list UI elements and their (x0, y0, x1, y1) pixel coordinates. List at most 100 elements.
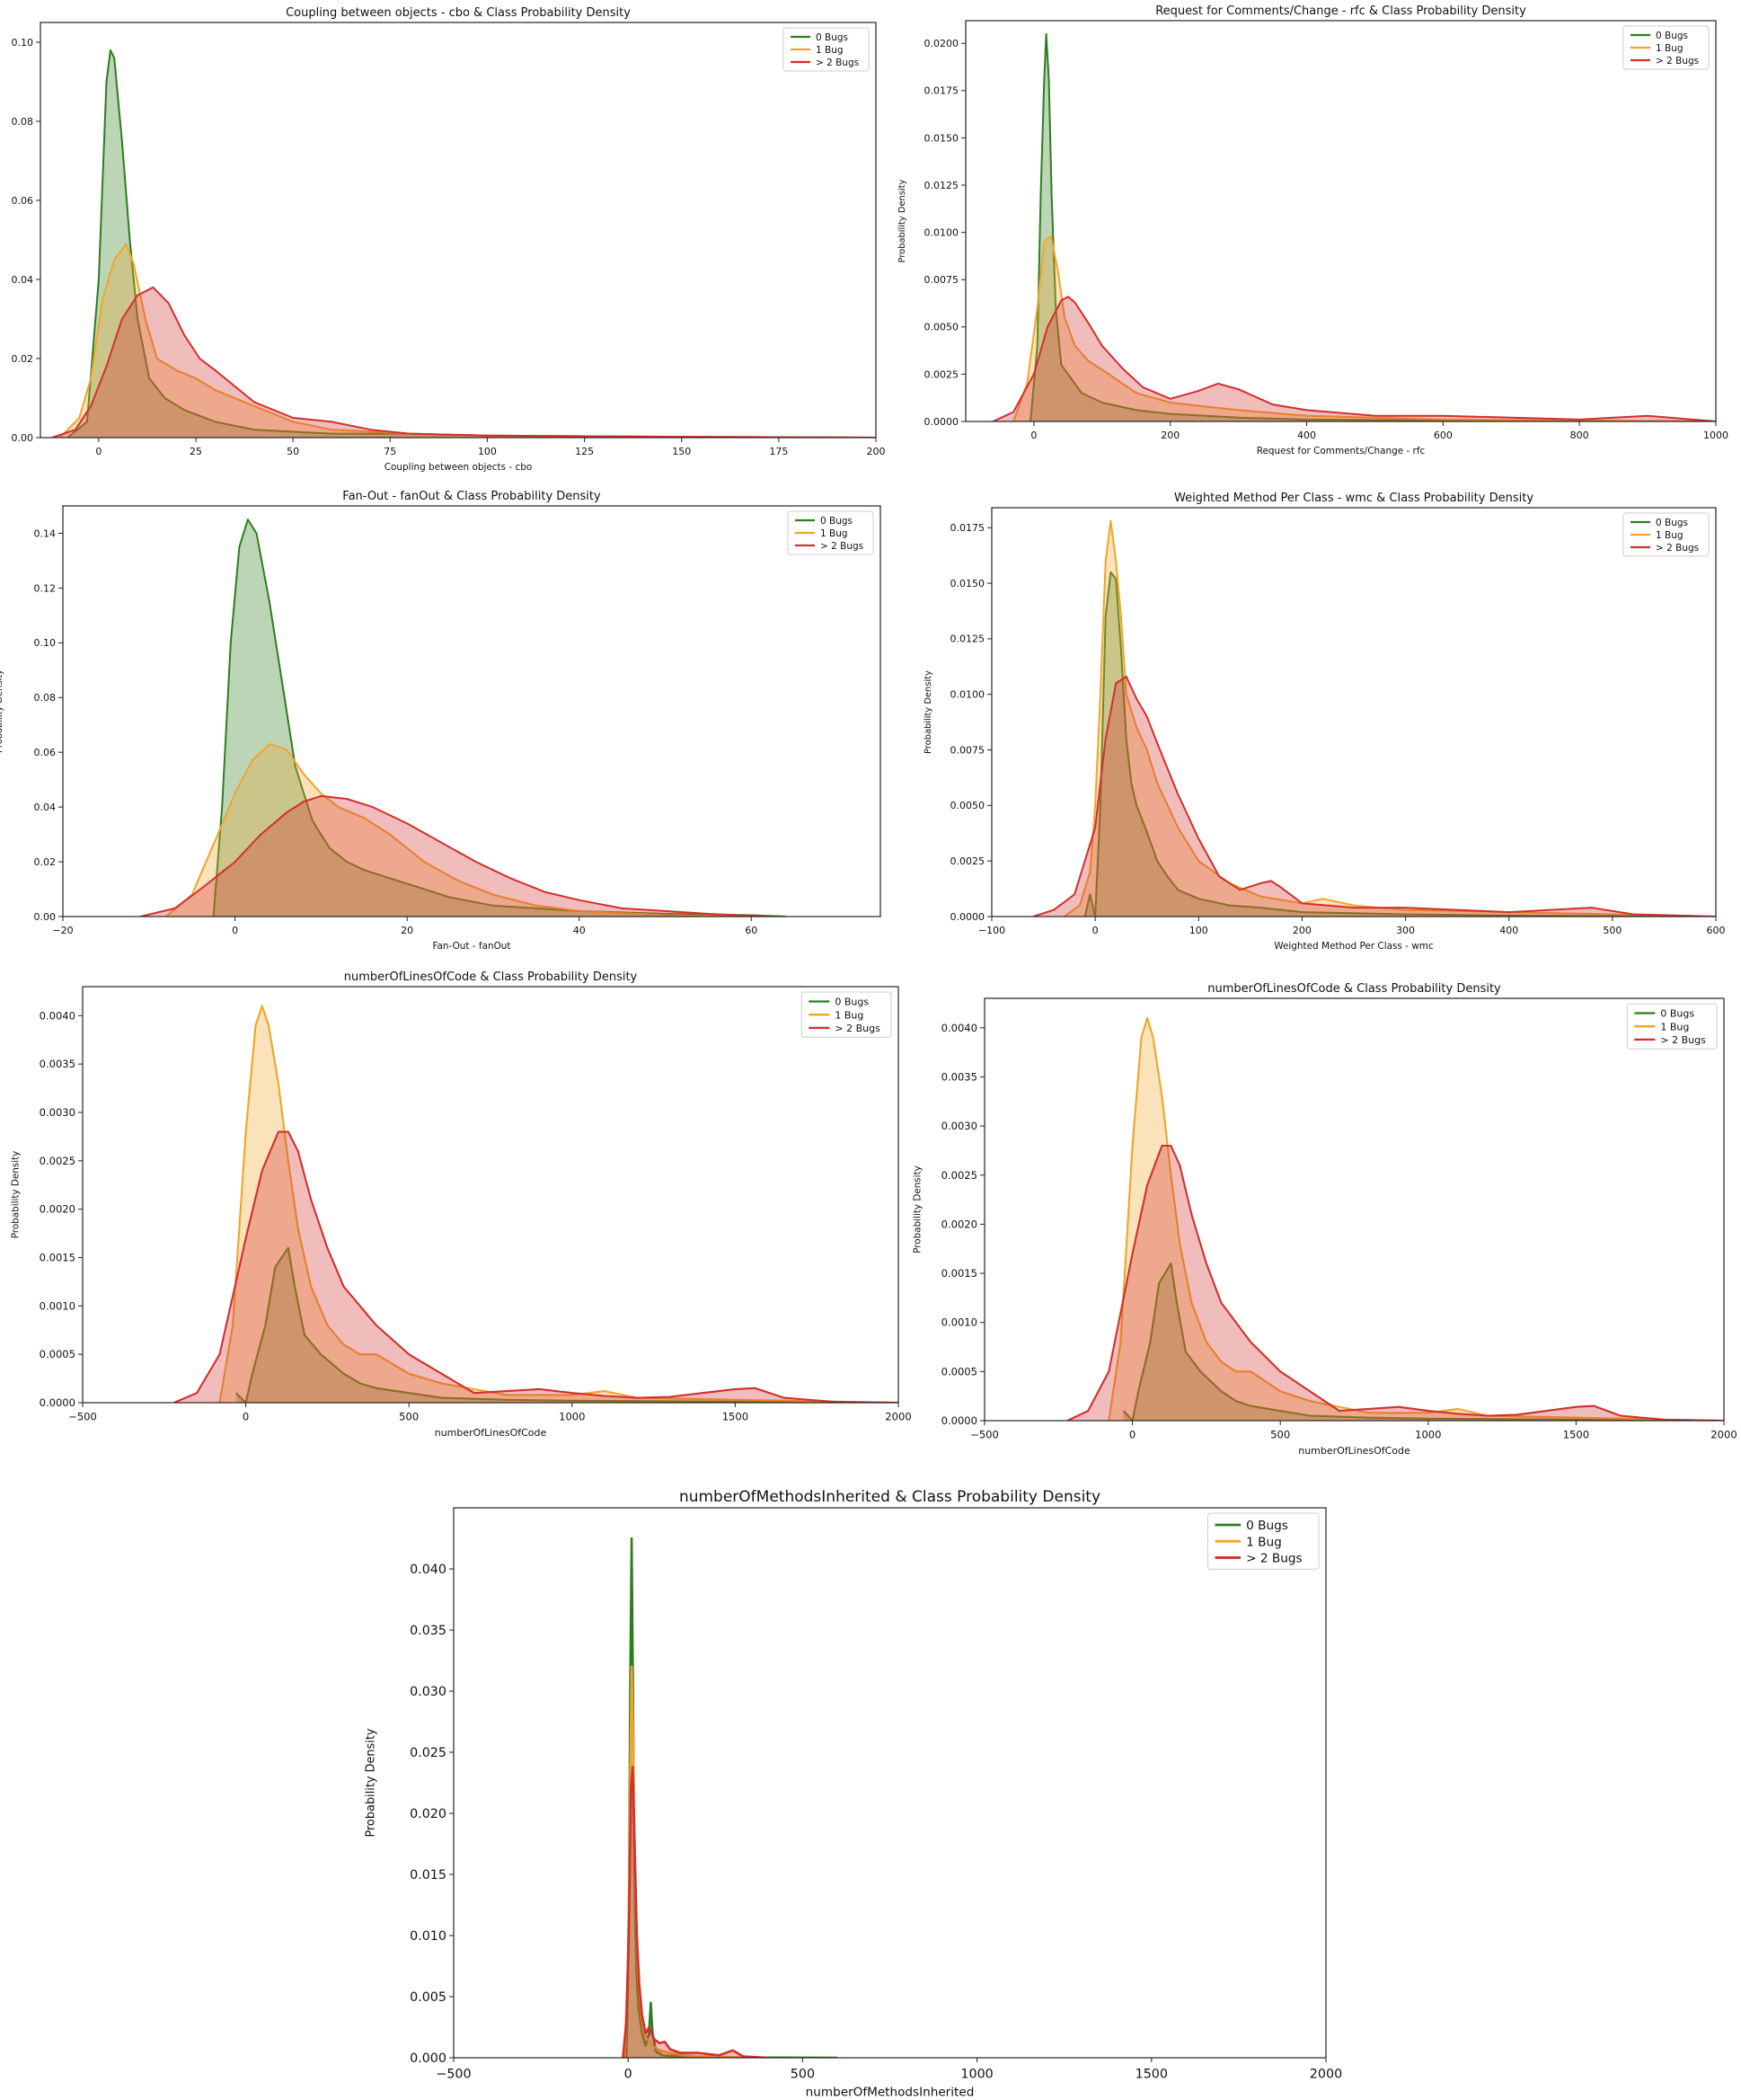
x-tick-label: 100 (1189, 925, 1208, 936)
x-axis-label: Coupling between objects - cbo (384, 462, 532, 473)
x-tick-label: 200 (867, 446, 886, 457)
series-area-1 (1123, 1263, 1724, 1421)
legend-label: 0 Bugs (816, 32, 848, 43)
x-tick-label: 2000 (1310, 2067, 1342, 2081)
x-tick-label: 400 (1499, 925, 1518, 936)
chart-panel-4: Weighted Method Per Class - wmc & Class … (924, 492, 1726, 952)
series-line-1 (234, 1246, 898, 1403)
x-tick-label: 125 (575, 446, 594, 457)
axes-frame (62, 505, 881, 917)
x-tick-label: 60 (745, 925, 757, 936)
series-line-3 (173, 1130, 898, 1403)
y-tick-label: 0.0015 (40, 1252, 75, 1264)
chart-panel-6: numberOfLinesOfCode & Class Probability … (912, 982, 1737, 1457)
series-area-3 (993, 297, 1716, 421)
chart-panel-3: Fan-Out - fanOut & Class Probability Den… (0, 490, 881, 952)
x-tick-label: −20 (52, 925, 73, 936)
y-tick-label: 0.12 (34, 582, 57, 594)
x-tick-label: 600 (1707, 925, 1726, 936)
series-line-1 (625, 1537, 838, 2058)
x-tick-label: 500 (791, 2067, 815, 2081)
legend-box (782, 27, 870, 72)
legend-label: 1 Bug (1660, 1021, 1689, 1032)
y-tick-label: 0.0030 (941, 1120, 977, 1132)
x-tick-label: 40 (573, 925, 586, 936)
y-tick-label: 0.08 (34, 692, 57, 704)
y-tick-label: 0.0075 (950, 744, 985, 756)
legend-label: 0 Bugs (1656, 518, 1688, 528)
y-tick-label: 0.0150 (924, 132, 959, 144)
series-line-1 (1083, 571, 1716, 917)
x-axis-label: Request for Comments/Change - rfc (1257, 446, 1426, 456)
legend-label: 0 Bugs (1656, 31, 1688, 41)
legend-label: > 2 Bugs (820, 541, 863, 552)
y-tick-label: 0.005 (410, 1990, 446, 2005)
x-tick-label: 500 (399, 1411, 419, 1423)
x-tick-label: 800 (1570, 430, 1589, 441)
series-area-2 (59, 244, 876, 438)
series-line-2 (1108, 1016, 1724, 1421)
x-axis-label: Weighted Method Per Class - wmc (1274, 941, 1434, 952)
x-tick-label: 300 (1396, 925, 1415, 936)
series-area-1 (213, 519, 786, 917)
y-tick-label: 0.040 (410, 1563, 446, 1577)
legend-label: > 2 Bugs (816, 58, 859, 68)
chart-title: Coupling between objects - cbo & Class P… (286, 6, 631, 20)
series-line-3 (622, 1766, 768, 2058)
y-tick-label: 0.10 (12, 37, 34, 49)
y-tick-label: 0.0005 (40, 1348, 75, 1360)
legend-label: > 2 Bugs (835, 1023, 880, 1034)
series-line-1 (212, 518, 786, 917)
x-tick-label: 0 (95, 446, 102, 457)
x-tick-label: 1500 (1563, 1429, 1589, 1441)
axes-frame (82, 986, 899, 1404)
y-axis-label: Probability Density (897, 179, 907, 262)
y-tick-label: 0.02 (34, 856, 57, 868)
legend-box (1626, 1003, 1718, 1050)
series-area-2 (165, 744, 752, 917)
x-tick-label: 200 (1161, 430, 1180, 441)
series-area-3 (623, 1767, 768, 2058)
series-line-1 (1030, 32, 1716, 421)
series-line-3 (51, 286, 876, 438)
chart-title: Weighted Method Per Class - wmc & Class … (1174, 492, 1533, 505)
series-line-3 (992, 296, 1716, 421)
y-tick-label: 0.0035 (941, 1070, 977, 1083)
y-tick-label: 0.0020 (941, 1218, 977, 1230)
y-tick-label: 0.0100 (950, 689, 985, 701)
y-axis-label: Probability Density (10, 1151, 21, 1239)
y-tick-label: 0.0010 (40, 1299, 75, 1312)
x-tick-label: 0 (624, 2067, 632, 2081)
chart-panel-2: Request for Comments/Change - rfc & Clas… (897, 4, 1728, 456)
legend-box (1622, 25, 1710, 70)
plot-area (173, 1005, 898, 1403)
x-tick-label: 100 (478, 446, 497, 457)
x-tick-label: 1500 (722, 1411, 748, 1423)
legend-label: > 2 Bugs (1246, 1552, 1303, 1566)
y-tick-label: 0.06 (12, 195, 34, 207)
x-tick-label: 500 (1603, 925, 1622, 936)
y-tick-label: 0.02 (12, 353, 34, 365)
y-tick-label: 0.0125 (924, 180, 959, 191)
y-tick-label: 0.06 (34, 747, 57, 758)
y-tick-label: 0.0025 (924, 368, 959, 380)
x-axis-label: numberOfMethodsInherited (806, 2086, 975, 2100)
x-tick-label: 0 (243, 1411, 249, 1423)
x-tick-label: 0 (1129, 1429, 1136, 1441)
y-tick-label: 0.000 (410, 2051, 446, 2066)
legend-label: > 2 Bugs (1660, 1034, 1706, 1046)
chart-title: Request for Comments/Change - rfc & Clas… (1155, 4, 1526, 18)
y-tick-label: 0.10 (34, 637, 57, 649)
y-tick-label: 0.0010 (941, 1316, 977, 1329)
legend-label: 1 Bug (835, 1009, 863, 1021)
y-axis-label: Probability Density (364, 1728, 377, 1837)
x-tick-label: 20 (401, 925, 413, 936)
x-tick-label: 1000 (960, 2067, 993, 2081)
x-tick-label: 400 (1297, 430, 1316, 441)
y-tick-label: 0.00 (34, 911, 57, 923)
